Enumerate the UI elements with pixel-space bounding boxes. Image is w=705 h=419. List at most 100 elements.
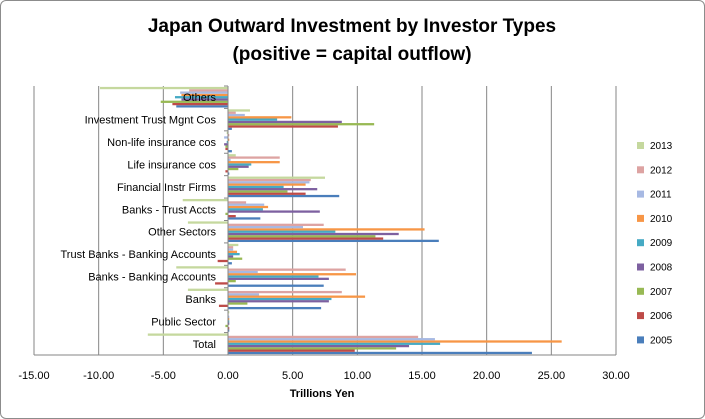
bar-2011: [228, 270, 258, 274]
x-tick-label: 10.00: [344, 370, 372, 382]
bar-2008: [228, 255, 234, 258]
bar-2007: [225, 212, 228, 216]
bar-2005: [228, 194, 340, 198]
bar-2008: [181, 98, 228, 101]
bar-2010: [228, 183, 306, 186]
category-labels: Total Public Sector Banks Banks - Banking A…: [61, 92, 217, 351]
bar-2009: [228, 118, 278, 121]
bar-2012: [228, 134, 230, 137]
bar-2010: [228, 250, 238, 253]
bar-2006: [225, 170, 228, 173]
bar-2006: [228, 237, 384, 240]
bar-2012: [228, 268, 346, 271]
bar-2009: [228, 230, 336, 233]
bar-2012: [228, 223, 324, 226]
bar-2011: [228, 158, 231, 162]
bar-2010: [228, 340, 562, 343]
bar-2011: [228, 293, 260, 296]
bar-2013: [228, 154, 236, 157]
bar-2009: [228, 185, 284, 189]
category-label: Total: [193, 339, 216, 351]
bar-2006: [228, 125, 338, 128]
bar-2009: [174, 96, 228, 99]
bar-2012: [228, 290, 342, 294]
category-label: Others: [183, 92, 217, 104]
bar-2005: [228, 172, 230, 175]
bar-2013: [176, 266, 228, 269]
legend-swatch-2005: [637, 336, 644, 344]
category-label: Trust Banks - Banking Accounts: [61, 249, 217, 261]
bar-2013: [228, 243, 239, 247]
x-tick-label: 20.00: [473, 370, 501, 382]
bar-2008: [228, 344, 410, 348]
bar-2012: [189, 89, 228, 92]
bars: [99, 86, 562, 355]
bar-2007: [160, 100, 228, 103]
legend: 2013 2012 2011 2010 2009 2008 2007 2006 2005: [637, 141, 673, 346]
bar-2011: [228, 203, 265, 206]
legend-label-2012: 2012: [650, 165, 673, 176]
legend-swatch-2009: [637, 239, 644, 247]
bar-2009: [226, 140, 228, 144]
bar-2011: [180, 91, 228, 94]
bar-2012: [228, 335, 419, 339]
x-tick-label: 5.00: [282, 370, 303, 382]
category-label: Life insurance cos: [127, 159, 216, 171]
x-tick-label: 25.00: [538, 370, 566, 382]
chart-title: Japan Outward Investment by Investor Typ…: [148, 16, 556, 37]
bar-2013: [228, 109, 250, 112]
legend-swatch-2007: [637, 287, 644, 295]
bar-2009: [228, 342, 441, 345]
category-label: Financial Instr Firms: [117, 182, 217, 194]
bar-2007: [228, 167, 239, 171]
bar-2005: [228, 127, 232, 130]
x-tick-label: 0.00: [217, 370, 238, 382]
bar-2007: [228, 302, 248, 305]
bar-2006: [172, 102, 228, 106]
bar-2008: [228, 322, 230, 325]
bar-2011: [228, 248, 234, 251]
bar-2010: [228, 161, 280, 164]
gridlines: [33, 86, 617, 355]
bar-2010: [228, 205, 269, 209]
legend-label-2013: 2013: [650, 141, 673, 152]
x-tick-label: -10.00: [83, 370, 114, 382]
bar-2013: [99, 86, 229, 90]
bar-2007: [228, 257, 243, 260]
bar-2005: [228, 284, 324, 287]
category-label: Other Sectors: [148, 227, 216, 239]
legend-label-2011: 2011: [650, 190, 672, 201]
legend-label-2006: 2006: [650, 311, 673, 322]
category-label: Public Sector: [151, 316, 216, 328]
x-tick-label: 30.00: [602, 370, 630, 382]
bar-2010: [228, 295, 366, 298]
bar-2006: [228, 349, 355, 352]
bar-2013: [187, 221, 228, 224]
bar-2006: [228, 192, 306, 195]
bar-2008: [228, 232, 399, 236]
legend-label-2010: 2010: [650, 214, 673, 225]
category-label: Banks - Trust Accts: [122, 204, 217, 216]
bar-2010: [228, 228, 425, 231]
bar-2013: [228, 176, 325, 179]
bar-2010: [228, 138, 230, 141]
category-label: Investment Trust Mgnt Cos: [85, 115, 217, 127]
bar-2007: [228, 190, 288, 193]
legend-swatch-2011: [637, 190, 644, 198]
bar-2008: [228, 277, 329, 280]
bar-2009: [228, 275, 319, 278]
bar-2008: [228, 210, 320, 213]
bar-2006: [215, 282, 228, 285]
bar-2005: [228, 217, 261, 220]
category-label: Banks: [185, 294, 216, 306]
bar-2012: [228, 156, 280, 159]
bar-2008: [224, 143, 228, 146]
bar-2013: [187, 288, 228, 291]
x-tick-labels: -15.00 -10.00 -5.00 0.00 5.00 10.00 15.00 20.00…: [18, 370, 629, 382]
legend-swatch-2010: [637, 214, 644, 222]
bar-2007: [228, 235, 376, 238]
bar-2005: [228, 306, 322, 310]
bar-2009: [228, 163, 252, 166]
bar-2010: [228, 116, 292, 119]
